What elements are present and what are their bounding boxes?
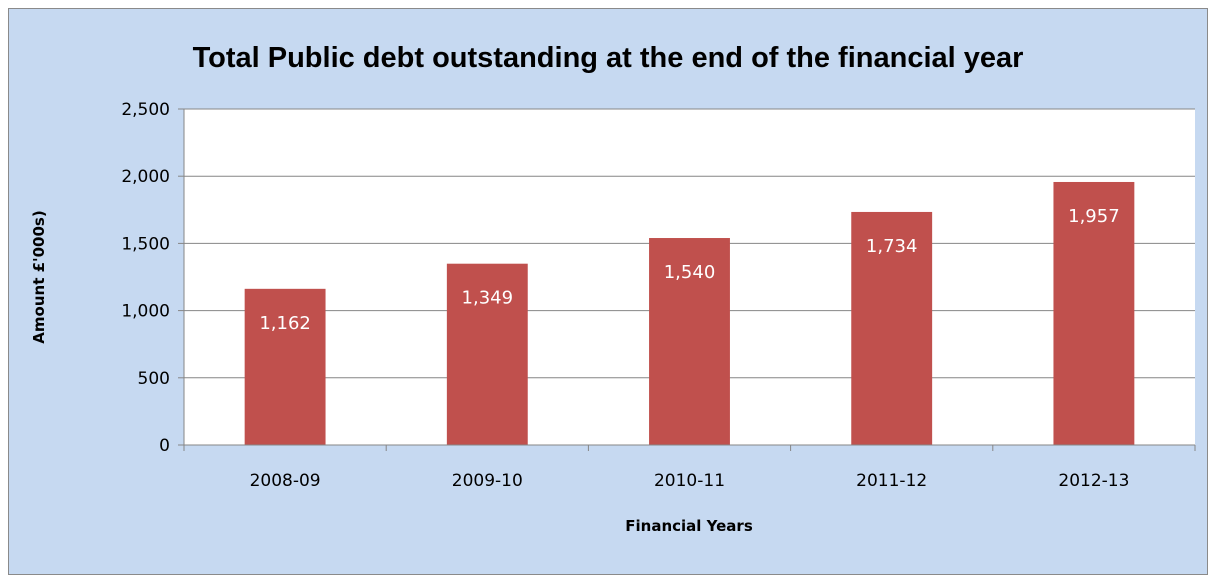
x-axis: 2008-09 2009-10 2010-11 2011-12 2012-13	[183, 444, 1196, 491]
bars	[244, 181, 1135, 446]
data-labels: 1,162 1,349 1,540 1,734 1,957	[259, 206, 1119, 334]
x-axis-title: Financial Years	[625, 517, 753, 535]
x-tick-label: 2011-12	[856, 471, 927, 491]
y-tick-label: 1,500	[121, 234, 170, 254]
y-tick-label: 0	[159, 436, 170, 456]
y-tick-label: 2,500	[121, 100, 170, 120]
x-tick-label: 2012-13	[1058, 471, 1129, 491]
data-label: 1,162	[259, 313, 311, 334]
y-axis-title: Amount £'000s)	[30, 210, 48, 343]
bar	[244, 288, 326, 445]
bar	[1053, 181, 1135, 446]
bar	[851, 211, 933, 445]
y-tick-label: 2,000	[121, 167, 170, 187]
bar	[649, 238, 730, 445]
data-label: 1,734	[866, 236, 918, 257]
chart-title: Total Public debt outstanding at the end…	[193, 42, 1024, 74]
bar-chart: Total Public debt outstanding at the end…	[30, 42, 1196, 535]
y-tick-label: 500	[138, 369, 170, 389]
data-label: 1,540	[664, 262, 716, 283]
bar	[446, 263, 528, 445]
data-label: 1,349	[462, 288, 514, 309]
y-axis: 0 500 1,000 1,500 2,000 2,500	[121, 100, 185, 456]
chart-area: Total Public debt outstanding at the end…	[8, 8, 1208, 575]
x-tick-label: 2009-10	[452, 471, 523, 491]
data-label: 1,957	[1068, 206, 1120, 227]
x-tick-label: 2010-11	[654, 471, 725, 491]
y-tick-label: 1,000	[121, 302, 170, 322]
x-tick-label: 2008-09	[250, 471, 321, 491]
